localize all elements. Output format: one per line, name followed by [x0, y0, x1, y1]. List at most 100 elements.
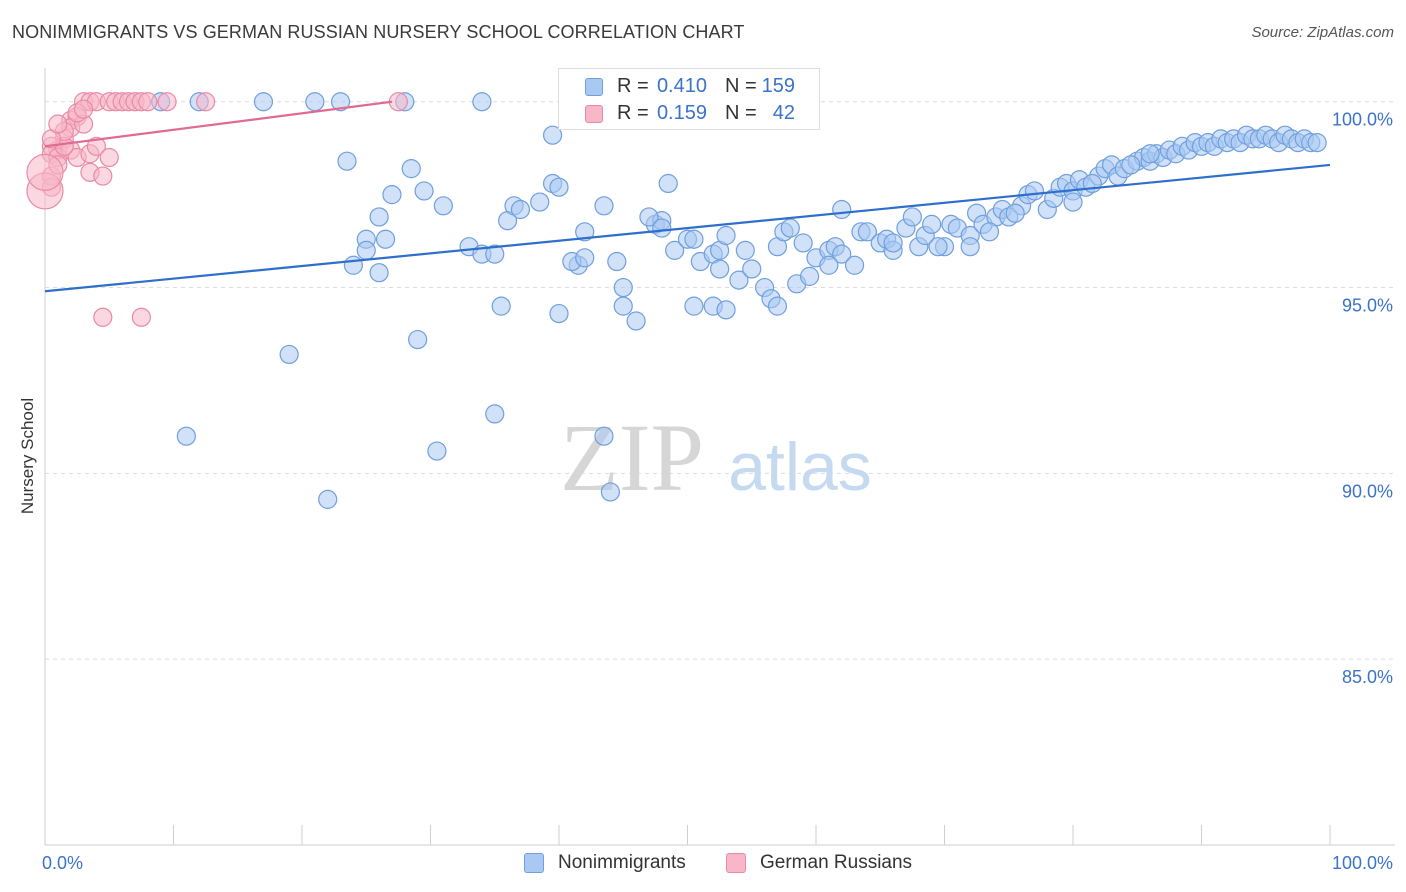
data-point [472, 92, 492, 112]
data-point [491, 296, 511, 316]
legend-swatch-german-russians [585, 105, 603, 123]
data-point [356, 240, 376, 260]
data-point [844, 255, 865, 275]
data-point [902, 207, 922, 227]
y-tick-label: 90.0% [1342, 481, 1393, 501]
data-point [48, 114, 68, 134]
trend-line [44, 163, 1331, 293]
data-point [799, 266, 820, 286]
legend-n-label: N = [725, 75, 757, 97]
data-point [401, 159, 421, 179]
data-point [710, 259, 730, 279]
data-point [684, 296, 704, 316]
data-point [485, 404, 505, 424]
data-point [1307, 133, 1327, 153]
x-tick-label: 0.0% [42, 853, 83, 873]
data-point [613, 277, 633, 298]
data-point [388, 92, 408, 112]
data-point [658, 173, 678, 194]
legend-row-german-russians: R = 0.159 N = 42 [559, 101, 819, 129]
data-point [549, 303, 569, 324]
data-point [735, 240, 755, 260]
data-point [639, 207, 659, 227]
legend-r-value: 0.159 [656, 102, 707, 124]
watermark-zip: ZIP [560, 404, 704, 511]
watermark: ZIP atlas [560, 404, 872, 511]
series-nonimmigrants-points [151, 92, 1327, 509]
data-point [343, 255, 363, 275]
data-point [157, 92, 177, 112]
data-point [318, 489, 338, 509]
data-point [427, 441, 447, 461]
source-credit: Source: ZipAtlas.com [1251, 24, 1394, 41]
data-point [819, 255, 839, 275]
data-point [607, 251, 627, 272]
data-point [1140, 144, 1160, 164]
legend-r-label: R = [617, 102, 649, 124]
y-tick-label: 85.0% [1342, 667, 1393, 687]
correlation-legend: R = 0.410 N = 159 R = 0.159 N = 42 [558, 68, 820, 130]
axes [44, 68, 1395, 846]
data-point [626, 311, 646, 331]
data-point [375, 229, 396, 249]
data-point [510, 199, 531, 220]
data-point [742, 259, 762, 279]
data-point [1063, 192, 1083, 212]
legend-swatch [524, 853, 544, 873]
data-point [575, 248, 595, 268]
data-point [716, 225, 736, 246]
legend-label: Nonimmigrants [558, 852, 686, 873]
trend-line [44, 100, 393, 148]
data-point [549, 177, 569, 197]
data-point [176, 426, 196, 446]
data-point [883, 233, 903, 253]
data-point [93, 166, 113, 186]
data-point [414, 181, 434, 201]
data-point [684, 229, 704, 249]
trend-lines [44, 100, 1331, 293]
gridlines [45, 101, 1395, 660]
data-point [369, 207, 389, 227]
data-point [960, 237, 980, 257]
data-point [369, 263, 389, 283]
data-point [665, 240, 685, 260]
data-point [26, 153, 64, 191]
data-point [793, 233, 813, 253]
legend-r-value: 0.410 [656, 75, 707, 97]
data-point [922, 214, 942, 234]
data-point [73, 99, 94, 119]
x-tick-label: 100.0% [1332, 853, 1393, 873]
legend-label: German Russians [760, 852, 913, 873]
data-point [613, 296, 633, 316]
legend-swatch-nonimmigrants [585, 78, 603, 96]
data-point [138, 92, 158, 112]
data-point [1005, 203, 1025, 223]
data-point [305, 92, 325, 112]
data-point [253, 92, 274, 112]
chart-title: NONIMMIGRANTS VS GERMAN RUSSIAN NURSERY … [12, 22, 745, 42]
data-point [729, 270, 749, 290]
legend-r-label: R = [617, 75, 649, 97]
data-point [433, 196, 453, 216]
data-point [594, 426, 614, 446]
data-point [196, 92, 216, 112]
data-point [1024, 181, 1045, 201]
data-point [832, 199, 852, 220]
data-point [832, 244, 852, 264]
legend-swatch [726, 853, 746, 873]
data-point [857, 222, 878, 242]
tick-labels: 100.0% 95.0% 90.0% 85.0% 0.0% 100.0% [42, 110, 1393, 873]
data-point [330, 92, 351, 112]
data-point [979, 222, 1000, 242]
data-point [485, 244, 505, 264]
data-point [652, 218, 672, 238]
legend-n-value: 42 [772, 102, 795, 124]
legend-n-value: 159 [761, 75, 795, 97]
data-point [86, 136, 107, 156]
watermark-atlas: atlas [728, 429, 872, 505]
data-point [131, 307, 151, 327]
data-point [337, 151, 357, 171]
data-point [542, 125, 563, 145]
data-point [600, 482, 621, 502]
